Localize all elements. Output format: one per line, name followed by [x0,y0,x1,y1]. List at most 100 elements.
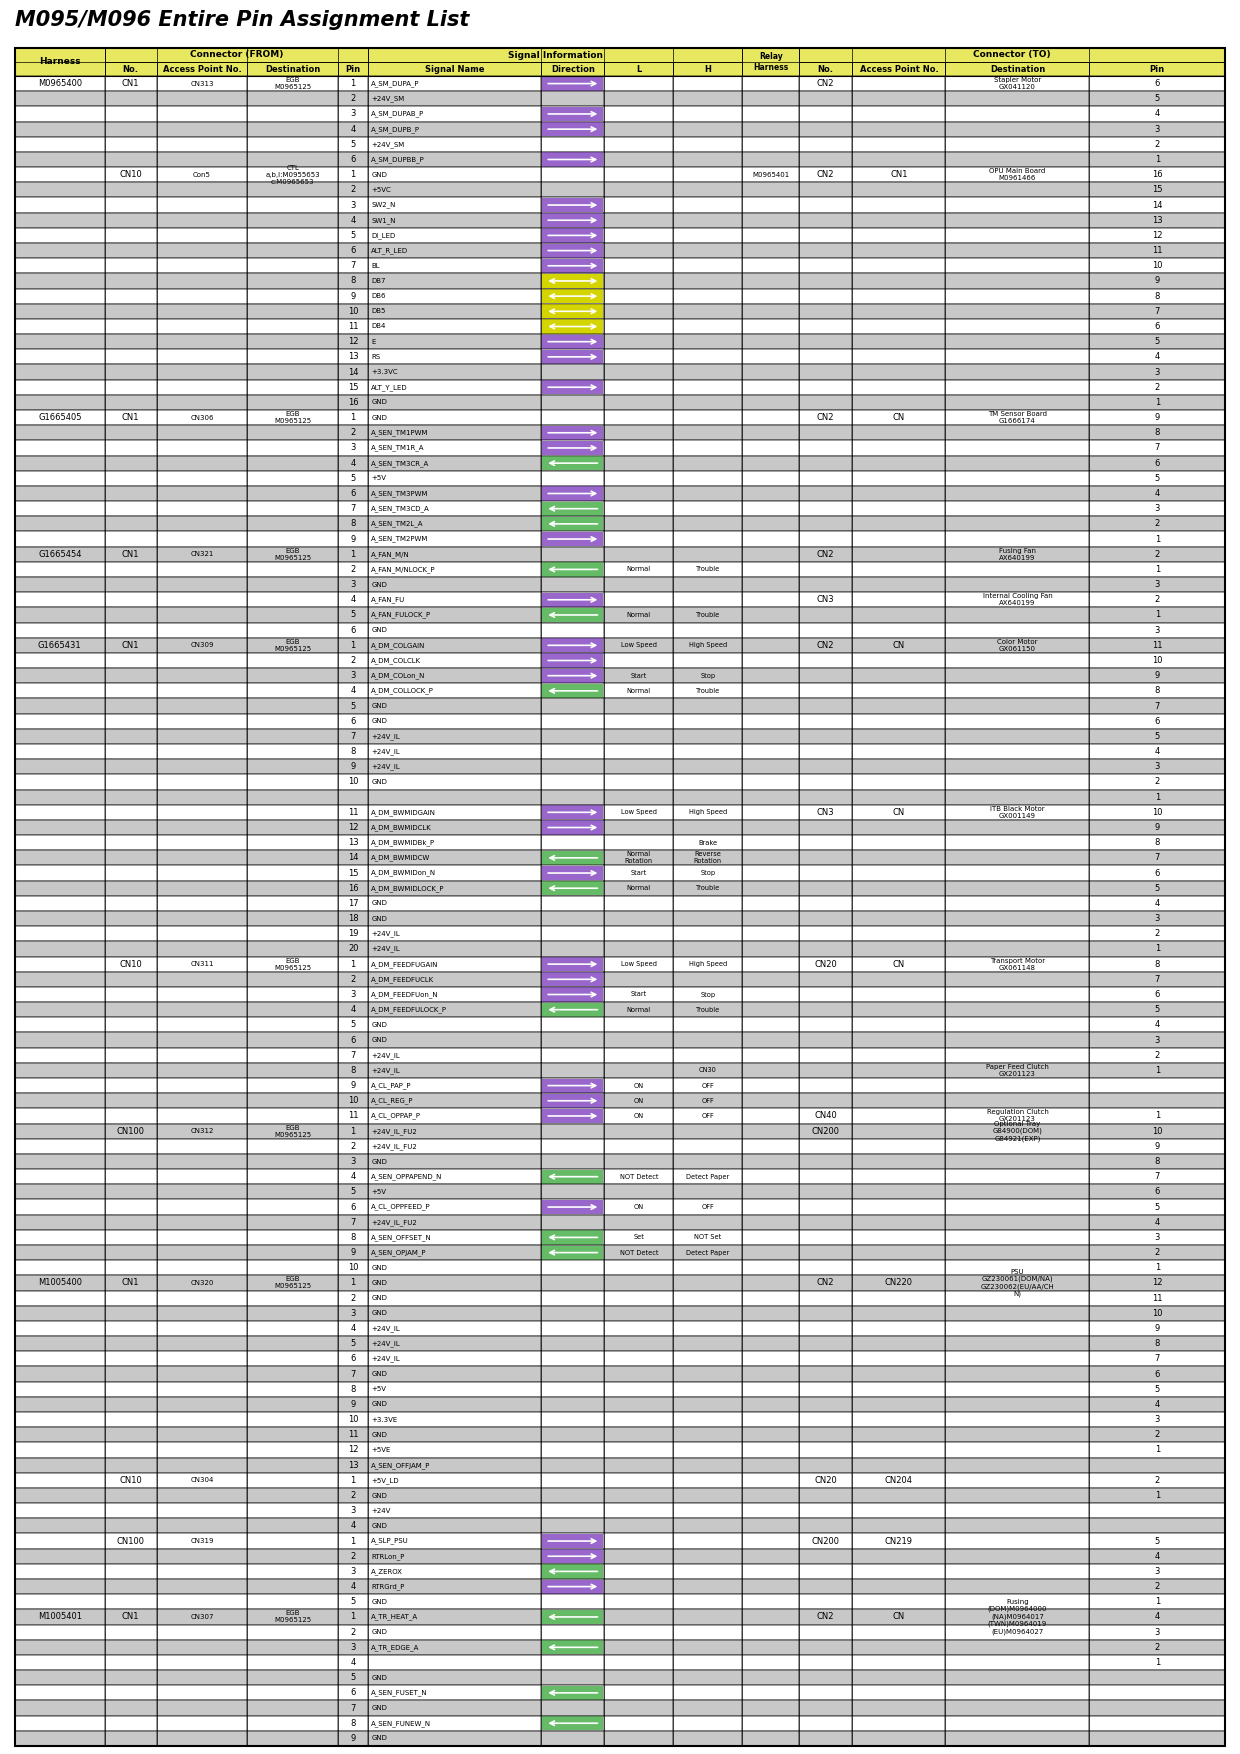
Text: 2: 2 [351,975,356,984]
Bar [673,881,743,896]
Bar [339,805,368,819]
Bar [1090,638,1225,652]
Text: 16: 16 [348,884,358,893]
Text: 4: 4 [351,1172,356,1180]
Bar [15,1093,104,1109]
Bar [1090,516,1225,531]
Bar [799,1382,852,1396]
Text: 4: 4 [1154,747,1159,756]
Bar [542,1200,604,1214]
Bar [945,1200,1090,1214]
Bar [945,395,1090,410]
Bar [339,1412,368,1428]
Text: EGB
M0965125: EGB M0965125 [274,638,311,652]
Bar [673,561,743,577]
Bar [1090,910,1225,926]
Bar [945,303,1090,319]
Bar [339,652,368,668]
Bar [542,563,604,577]
Bar [542,198,604,212]
Bar [852,107,945,121]
Bar [945,1412,1090,1428]
Bar [673,1640,743,1656]
Bar [743,212,799,228]
Bar [156,1170,247,1184]
Text: 10: 10 [1152,1126,1162,1135]
Bar [1090,1503,1225,1519]
Bar [104,744,156,759]
Bar [542,1305,604,1321]
Text: GND: GND [371,1401,387,1407]
Bar [743,244,799,258]
Bar [604,198,673,212]
Bar [15,1351,104,1366]
Bar [542,1640,604,1656]
Bar [15,1170,104,1184]
Bar [743,274,799,289]
Bar [852,228,945,244]
Bar [604,1549,673,1565]
Bar [673,1624,743,1640]
Bar [604,623,673,638]
Bar [673,1214,743,1230]
Bar [247,774,339,789]
Bar [743,1382,799,1396]
Bar [368,819,542,835]
Bar [542,486,604,500]
Bar [104,865,156,881]
Bar [339,1170,368,1184]
Bar [15,1412,104,1428]
Bar [945,424,1090,440]
Bar [247,1047,339,1063]
Bar [339,926,368,942]
Text: 3: 3 [1154,1628,1159,1636]
Bar [945,926,1090,942]
Bar [852,668,945,684]
Bar [156,1396,247,1412]
Bar [542,1214,604,1230]
Text: Stop: Stop [701,674,715,679]
Bar [673,531,743,547]
Bar [15,1366,104,1382]
Bar [15,881,104,896]
Bar [339,1063,368,1079]
Bar [1090,865,1225,881]
Bar [799,410,852,424]
Bar [743,365,799,379]
Bar [604,1624,673,1640]
Bar [104,1458,156,1473]
Text: A_CL_PAP_P: A_CL_PAP_P [371,1082,412,1089]
Text: 2: 2 [1154,777,1159,786]
Text: 5: 5 [1154,1203,1159,1212]
Bar [339,1533,368,1549]
Bar [542,244,604,258]
Bar [1090,1259,1225,1275]
Bar [673,1275,743,1291]
Bar [852,1670,945,1686]
Bar [799,1047,852,1063]
Bar [945,1230,1090,1245]
Text: +24V_IL_FU2: +24V_IL_FU2 [371,1219,417,1226]
Bar [104,926,156,942]
Bar [104,244,156,258]
Text: 9: 9 [351,1735,356,1743]
Text: 14: 14 [1152,200,1162,209]
Bar [104,1154,156,1170]
Bar [156,652,247,668]
Bar [799,228,852,244]
Bar [247,926,339,942]
Text: GND: GND [371,779,387,786]
Bar [542,1535,604,1549]
Text: A_CL_REG_P: A_CL_REG_P [371,1098,414,1105]
Bar [1090,410,1225,424]
Bar [156,835,247,851]
Bar [1090,1700,1225,1715]
Bar [1090,593,1225,607]
Bar [368,244,542,258]
Bar [368,881,542,896]
Text: 1: 1 [351,1126,356,1135]
Bar [339,988,368,1002]
Bar [945,1109,1090,1124]
Bar [799,395,852,410]
Text: 11: 11 [348,323,358,332]
